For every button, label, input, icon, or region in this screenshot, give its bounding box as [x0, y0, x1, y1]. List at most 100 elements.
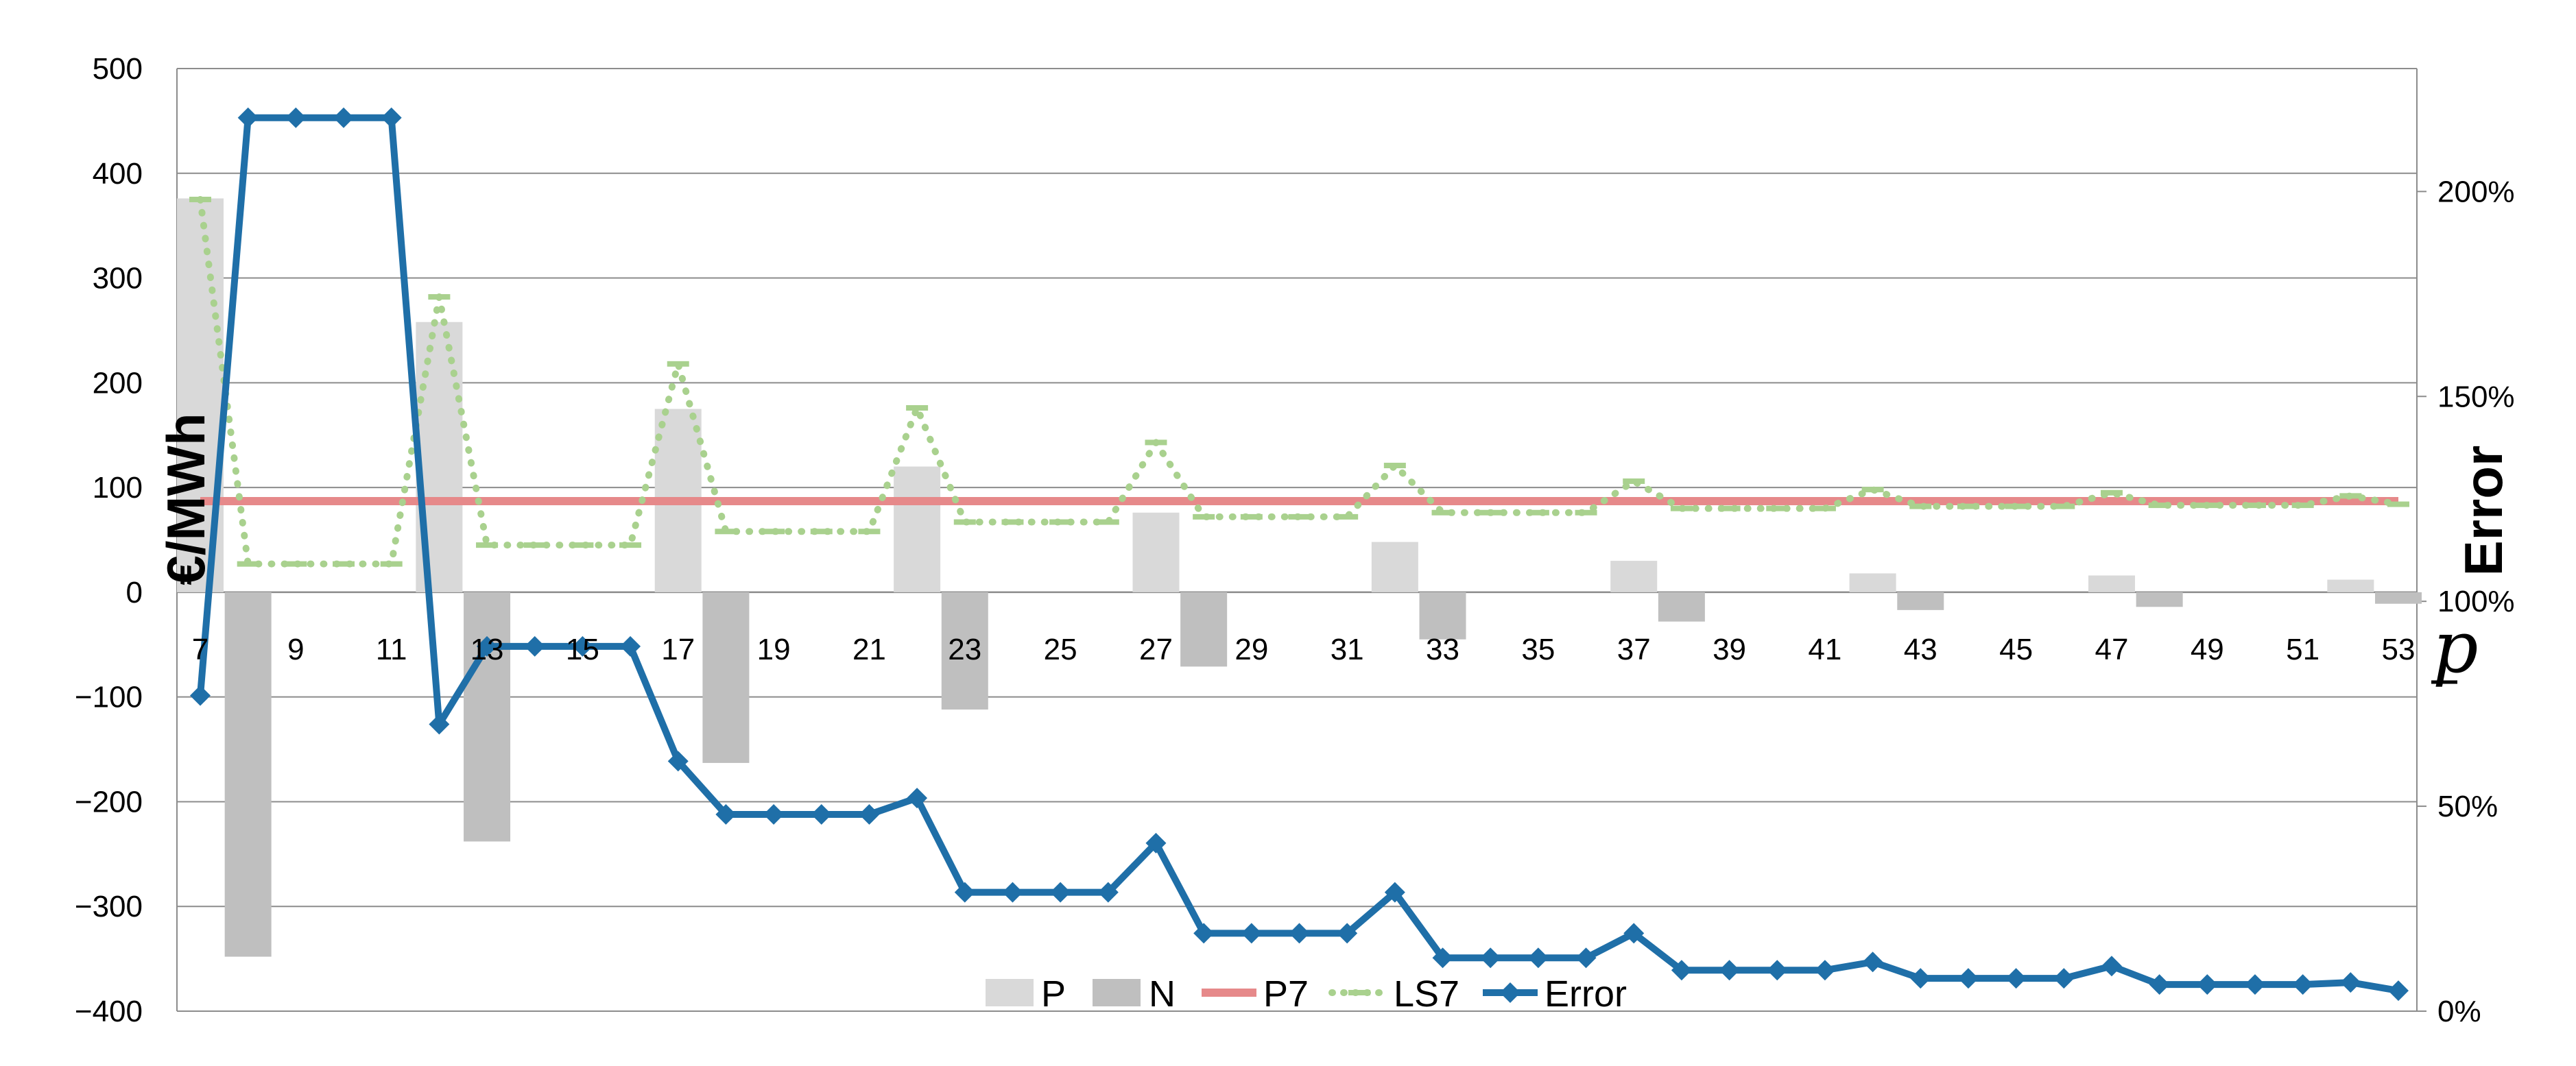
x-tick-label: 25 — [1044, 633, 1077, 666]
ls7-marker — [380, 561, 403, 567]
error-marker — [2340, 972, 2361, 993]
legend-label-ls7: LS7 — [1394, 973, 1459, 1015]
error-marker — [1384, 882, 1405, 903]
x-tick-label: 19 — [757, 633, 791, 666]
legend-swatch-p — [986, 979, 1034, 1006]
ls7-marker — [2196, 502, 2219, 509]
y-tick-label: 200 — [93, 366, 143, 400]
ls7-marker — [1240, 513, 1263, 520]
bar-n — [224, 592, 272, 957]
error-marker — [811, 804, 832, 825]
x-tick-label: 33 — [1426, 633, 1459, 666]
ls7-marker — [1575, 509, 1597, 516]
right-axis-ticks: 200% 150% 100% 50% 0% — [2437, 175, 2515, 1028]
x-tick-label: 51 — [2286, 633, 2319, 666]
ls7-marker — [1431, 509, 1454, 516]
y2-tick-label: 200% — [2437, 175, 2515, 208]
legend-label-p: P — [1041, 973, 1066, 1015]
ls7-marker — [189, 196, 211, 202]
bar-n — [1180, 592, 1228, 667]
error-marker — [1671, 960, 1692, 981]
ls7-marker — [2005, 503, 2027, 509]
ls7-marker — [1766, 505, 1789, 511]
ls7-marker — [2243, 502, 2266, 509]
ls7-marker — [2291, 502, 2314, 509]
error-marker — [1193, 923, 1215, 944]
ls7-marker — [667, 361, 689, 367]
y-tick-label: −200 — [75, 785, 143, 819]
ls7-marker — [858, 529, 881, 535]
ls7-marker — [2053, 503, 2075, 509]
error-marker — [1337, 923, 1358, 944]
ls7-marker — [1336, 513, 1359, 520]
error-marker — [1957, 968, 1979, 989]
y-tick-label: 400 — [93, 157, 143, 191]
error-marker — [2388, 980, 2409, 1002]
ls7-marker — [810, 529, 833, 535]
error-marker — [2101, 956, 2122, 977]
error-marker — [1767, 960, 1788, 981]
bar-n — [702, 592, 750, 763]
bar-n — [2375, 592, 2422, 604]
bar-p — [2088, 575, 2135, 592]
legend-label-error: Error — [1545, 973, 1627, 1015]
error-marker — [1432, 947, 1453, 969]
error-marker — [285, 107, 307, 128]
bar-n — [464, 592, 511, 842]
error-marker — [1050, 882, 1071, 903]
ls7-marker — [1097, 519, 1119, 525]
y-tick-label: 0 — [126, 576, 143, 609]
ls7-marker — [2387, 501, 2409, 507]
ls7-marker — [906, 405, 929, 411]
line-error — [197, 114, 2399, 995]
error-marker — [1002, 882, 1023, 903]
error-marker — [477, 635, 498, 657]
error-marker — [190, 685, 211, 706]
error-marker — [1719, 960, 1740, 981]
legend: P N P7 LS7 Error — [986, 973, 1627, 1015]
error-marker — [2149, 974, 2170, 995]
y-tick-label: −400 — [75, 995, 143, 1028]
ls7-marker — [428, 294, 451, 300]
right-axis-title: Error — [2453, 446, 2514, 577]
y2-tick-label: 100% — [2437, 585, 2515, 618]
error-marker — [1145, 832, 1167, 853]
ls7-marker — [619, 542, 642, 548]
x-tick-label: 17 — [661, 633, 695, 666]
x-tick-label: 9 — [287, 633, 304, 666]
x-tick-label: 21 — [852, 633, 886, 666]
ls7-marker — [1001, 519, 1024, 525]
error-marker — [1575, 947, 1597, 969]
ls7-marker — [715, 529, 737, 535]
x-tick-label: 53 — [2382, 633, 2416, 666]
ls7-marker — [1145, 439, 1167, 446]
x-tick-label: 23 — [948, 633, 981, 666]
line-ls7 — [197, 195, 2402, 568]
ls7-marker — [285, 561, 307, 567]
ls7-marker — [1383, 463, 1406, 469]
ls7-marker — [2100, 489, 2123, 496]
bar-p — [1610, 561, 1658, 592]
y-tick-label: −300 — [75, 890, 143, 923]
y2-tick-label: 0% — [2437, 995, 2481, 1028]
error-marker — [1241, 923, 1262, 944]
error-marker — [2244, 974, 2265, 995]
bar-n — [2136, 592, 2183, 607]
bar-p — [1849, 573, 1896, 592]
gridlines — [177, 68, 2417, 1012]
ls7-marker — [1193, 513, 1215, 520]
x-axis-ticks: 7 9 11 13 15 17 19 21 23 25 27 29 31 33 35 37 39 41 43 45 47… — [192, 633, 2416, 666]
bar-n — [941, 592, 988, 710]
ls7-marker — [571, 542, 594, 548]
legend-marker-error — [1500, 982, 1520, 1003]
error-marker — [859, 804, 880, 825]
error-marker — [1910, 968, 1931, 989]
left-axis-ticks: 500 400 300 200 100 0 −100 −200 −300 −400 — [75, 52, 143, 1028]
bar-p — [1132, 512, 1180, 592]
ls7-marker — [2339, 493, 2362, 499]
ls7-marker — [237, 561, 259, 567]
x-tick-label: 15 — [566, 633, 599, 666]
y2-tick-label: 150% — [2437, 380, 2515, 413]
ls7-marker — [333, 561, 355, 567]
